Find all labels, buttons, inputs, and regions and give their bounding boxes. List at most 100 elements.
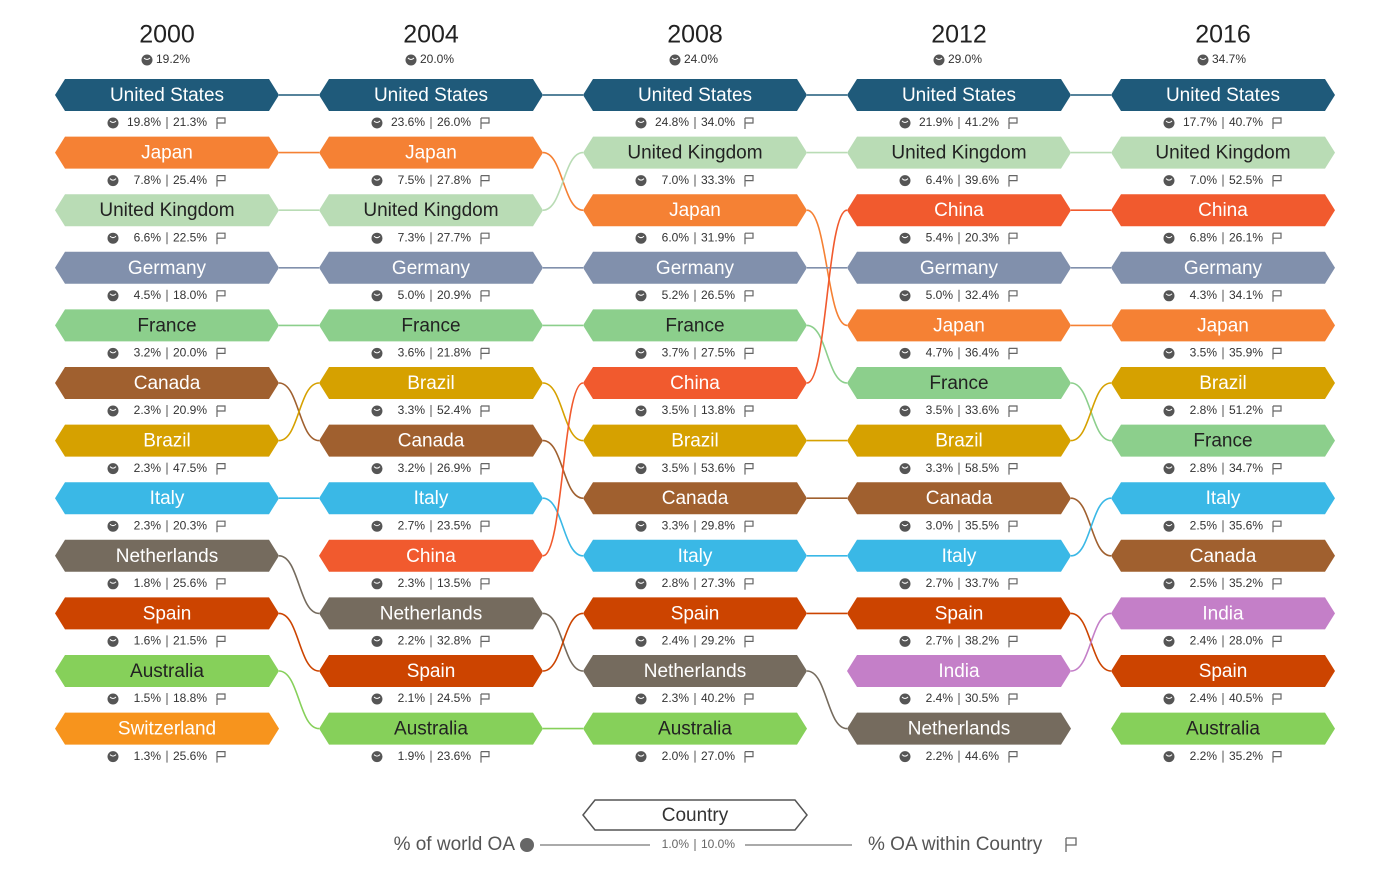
- flag-icon: [744, 405, 754, 417]
- flag-icon: [480, 693, 490, 705]
- world-share-value: 2.8%: [1190, 461, 1218, 475]
- country-band: [1111, 136, 1335, 169]
- within-country-value: 18.8%: [173, 691, 207, 705]
- country-label: Spain: [671, 603, 720, 624]
- flag-icon: [216, 290, 226, 302]
- within-country-value: 25.6%: [173, 576, 207, 590]
- link: [1070, 382, 1112, 442]
- flag-icon: [744, 751, 754, 763]
- world-share-value: 2.0%: [662, 749, 690, 763]
- world-share-value: 3.3%: [398, 403, 426, 417]
- within-country-value: 34.7%: [1229, 461, 1263, 475]
- country-band: [1111, 251, 1335, 284]
- world-share-value: 2.3%: [134, 518, 162, 532]
- country-band: [55, 79, 279, 111]
- legend-right-label: % OA within Country: [868, 834, 1043, 855]
- flag-icon: [1065, 837, 1077, 852]
- world-share-value: 6.0%: [662, 230, 690, 244]
- globe-icon: [901, 523, 909, 527]
- world-share-value: 5.0%: [398, 288, 426, 302]
- within-country-value: 32.8%: [437, 634, 471, 648]
- within-country-value: 20.9%: [437, 288, 471, 302]
- world-share-value: 3.2%: [398, 461, 426, 475]
- flag-icon: [480, 117, 490, 129]
- globe-icon: [637, 639, 645, 642]
- globe-icon: [901, 581, 909, 584]
- world-share-value: 19.8%: [127, 115, 161, 129]
- world-share-value: 2.3%: [134, 461, 162, 475]
- flag-icon: [744, 175, 754, 187]
- country-label: Germany: [392, 258, 471, 279]
- country-band: [319, 79, 543, 111]
- country-label: France: [929, 373, 988, 394]
- country-label: United States: [638, 85, 752, 106]
- country-label: United Kingdom: [891, 143, 1026, 164]
- country-label: Canada: [134, 373, 201, 394]
- country-label: Netherlands: [380, 603, 482, 624]
- flag-icon: [1272, 635, 1282, 648]
- country-band: [1111, 309, 1335, 342]
- within-country-value: 38.2%: [965, 634, 999, 648]
- within-country-value: 33.7%: [965, 576, 999, 590]
- flag-icon: [480, 635, 490, 648]
- country-label: Germany: [128, 258, 207, 279]
- world-share-value: 2.7%: [926, 634, 954, 648]
- country-band: [583, 251, 807, 284]
- world-share-value: 3.3%: [662, 518, 690, 532]
- globe-icon: [637, 408, 645, 411]
- country-label: Japan: [669, 200, 721, 221]
- within-country-value: 20.3%: [965, 230, 999, 244]
- world-share-value: 6.4%: [926, 173, 954, 187]
- within-country-value: 26.1%: [1229, 230, 1263, 244]
- within-country-value: 18.0%: [173, 288, 207, 302]
- flag-icon: [1008, 347, 1018, 360]
- country-band: [319, 136, 543, 169]
- flag-icon: [744, 578, 754, 590]
- country-band: [55, 424, 279, 457]
- flag-icon: [216, 405, 226, 417]
- link: [278, 555, 320, 615]
- flag-icon: [1272, 290, 1282, 302]
- country-band: [847, 251, 1071, 284]
- within-country-value: 27.5%: [701, 346, 735, 360]
- globe-icon: [143, 57, 151, 60]
- world-share-value: 2.4%: [926, 691, 954, 705]
- flag-icon: [216, 693, 226, 705]
- globe-icon: [637, 293, 645, 296]
- country-label: Australia: [658, 719, 732, 740]
- country-band: [847, 424, 1071, 457]
- link: [806, 670, 848, 730]
- country-band: [319, 712, 543, 745]
- world-share-value: 23.6%: [391, 115, 425, 129]
- country-label: Australia: [394, 719, 468, 740]
- world-share-value: 2.2%: [398, 634, 426, 648]
- within-country-value: 35.2%: [1229, 749, 1263, 763]
- country-band: [55, 251, 279, 284]
- world-share-value: 4.3%: [1190, 288, 1218, 302]
- link: [542, 612, 584, 672]
- flag-icon: [216, 578, 226, 590]
- link: [542, 151, 584, 211]
- country-band: [1111, 424, 1335, 457]
- country-label: Australia: [1186, 719, 1260, 740]
- flag-icon: [480, 578, 490, 590]
- legend: Country % of world OA % OA within Countr…: [394, 799, 1077, 855]
- world-share-label: 34.7%: [1212, 52, 1246, 66]
- legend-value: 10.0%: [701, 837, 735, 851]
- country-label: Spain: [935, 603, 984, 624]
- country-band: [583, 655, 807, 687]
- globe-icon: [373, 235, 381, 239]
- country-label: Spain: [1199, 661, 1248, 682]
- country-band: [1111, 482, 1335, 515]
- country-band: [55, 655, 279, 687]
- country-band: [847, 194, 1071, 227]
- flag-icon: [1272, 578, 1282, 590]
- globe-icon: [109, 639, 117, 642]
- within-country-value: 27.7%: [437, 230, 471, 244]
- country-label: Canada: [662, 488, 729, 509]
- globe-icon: [373, 351, 381, 354]
- flag-icon: [744, 520, 754, 533]
- within-country-value: 52.4%: [437, 403, 471, 417]
- globe-icon: [109, 351, 117, 354]
- country-band: [319, 424, 543, 457]
